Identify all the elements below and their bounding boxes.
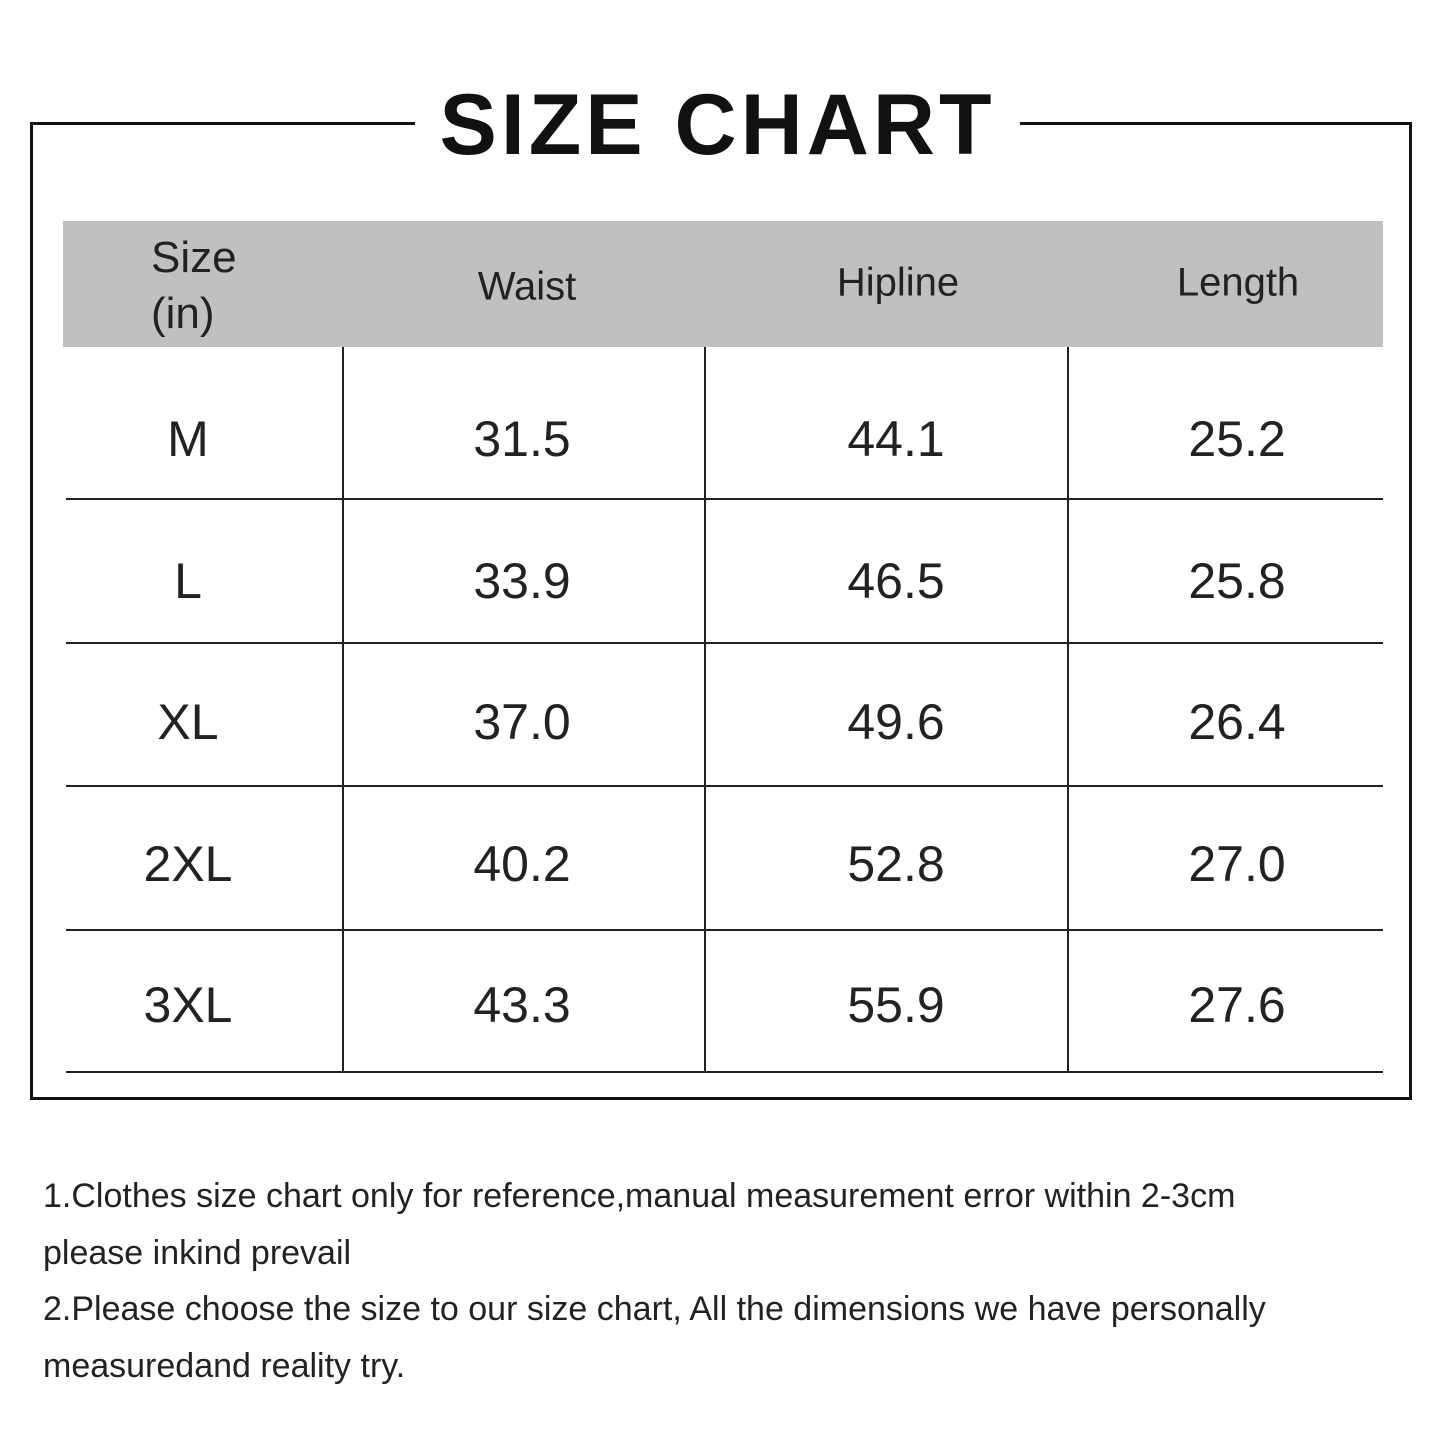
cell-hipline: 55.9 [847,977,945,1033]
header-waist: Waist [477,264,577,309]
cell-hipline: 49.6 [847,694,945,750]
cell-hipline: 52.8 [847,836,945,892]
notes: 1.Clothes size chart only for reference,… [43,1168,1266,1394]
row-divider [66,498,1383,500]
cell-size: XL [157,694,219,750]
header-hipline: Hipline [836,260,960,305]
column-divider [704,347,706,1073]
header-length: Length [1176,260,1300,305]
cell-waist: 43.3 [473,977,571,1033]
cell-length: 26.4 [1188,694,1286,750]
cell-waist: 31.5 [473,411,571,467]
note-line: 1.Clothes size chart only for reference,… [43,1177,1236,1215]
note-line: 2.Please choose the size to our size cha… [43,1290,1266,1328]
cell-hipline: 44.1 [847,411,945,467]
cell-waist: 33.9 [473,553,571,609]
page-title: SIZE CHART [415,70,1020,180]
cell-waist: 37.0 [473,694,571,750]
note-line: measuredand reality try. [43,1346,406,1385]
column-divider [342,347,344,1073]
header-size-label: Size [151,233,237,282]
cell-size: 2XL [143,836,233,892]
table-header [63,221,1383,347]
row-divider [66,785,1383,787]
cell-size: M [167,411,209,467]
note-line: please inkind prevail [43,1233,352,1272]
cell-length: 27.6 [1188,977,1286,1033]
column-divider [1067,347,1069,1073]
cell-hipline: 46.5 [847,553,945,609]
row-divider [66,1071,1383,1073]
row-divider [66,642,1383,644]
cell-size: 3XL [143,977,233,1033]
cell-length: 25.8 [1188,553,1286,609]
header-size: Size (in) [151,230,237,342]
cell-waist: 40.2 [473,836,571,892]
cell-length: 27.0 [1188,836,1286,892]
cell-size: L [174,553,202,609]
row-divider [66,929,1383,931]
cell-length: 25.2 [1188,411,1286,467]
header-unit-label: (in) [151,289,215,338]
